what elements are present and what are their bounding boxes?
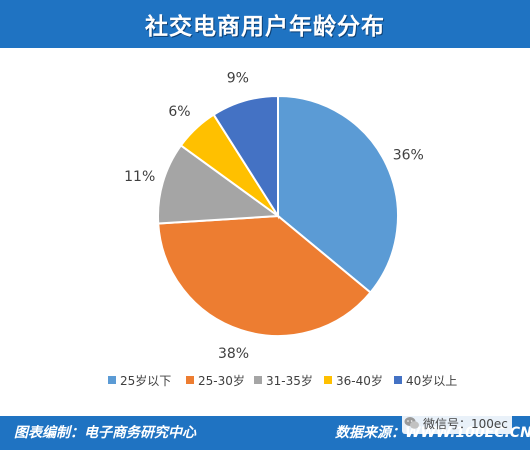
- legend-swatch-4: [324, 376, 332, 384]
- wechat-watermark: 微信号：100ec: [402, 412, 512, 434]
- pie-data-labels: 36% 38% 11% 6% 9%: [124, 71, 424, 362]
- legend-label-3: 31-35岁: [266, 373, 313, 388]
- chart-header: 社交电商用户年龄分布: [0, 0, 530, 48]
- pie-slice-3: [157, 144, 281, 225]
- data-label-2: 38%: [218, 346, 249, 362]
- legend-label-4: 36-40岁: [336, 373, 383, 388]
- data-label-5: 9%: [227, 71, 249, 87]
- chart-title: 社交电商用户年龄分布: [145, 14, 385, 40]
- legend-swatch-2: [186, 376, 194, 384]
- legend-swatch-3: [254, 376, 262, 384]
- data-source-label: 数据来源：: [335, 425, 405, 441]
- pie-slice-1: [277, 94, 399, 294]
- legend-label-1: 25岁以下: [120, 373, 171, 388]
- wechat-id: 微信号：100ec: [423, 416, 508, 431]
- chart-legend: 25岁以下 25-30岁 31-35岁 36-40岁 40岁以上: [108, 373, 457, 388]
- legend-swatch-5: [394, 376, 402, 384]
- legend-label-2: 25-30岁: [198, 373, 245, 388]
- data-label-3: 11%: [124, 169, 155, 185]
- pie-slice-2: [157, 214, 372, 337]
- legend-label-5: 40岁以上: [406, 373, 457, 388]
- footer-source-label: 图表编制：电子商务研究中心: [14, 425, 196, 441]
- pie-slice-5: [212, 94, 279, 220]
- pie-chart: 36% 38% 11% 6% 9% 25岁以下 25-30岁 31-35岁 36-40岁 40岁…: [108, 71, 457, 388]
- wechat-icon: [404, 417, 419, 429]
- data-label-1: 36%: [393, 148, 424, 164]
- pie-slices: [157, 94, 399, 337]
- legend-swatch-1: [108, 376, 116, 384]
- data-label-4: 6%: [168, 104, 190, 120]
